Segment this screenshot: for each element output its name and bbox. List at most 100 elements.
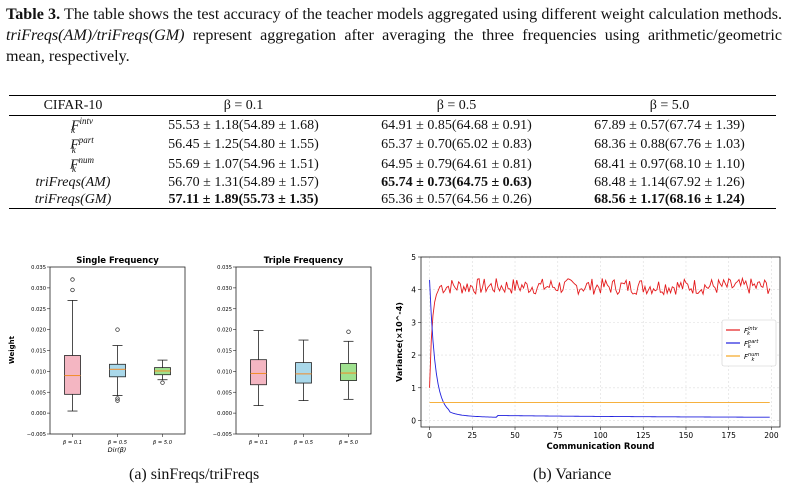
table-row: triFreqs(GM) 57.11 ± 1.89(55.73 ± 1.35) 65… (9, 191, 776, 210)
x-tick-label: 100 (593, 431, 608, 440)
accuracy-cell: 68.36 ± 0.88(67.76 ± 1.03) (594, 137, 745, 153)
boxplot-panel: Single Frequency −0.005 0.000 0.005 0.010 0.0… (27, 256, 186, 446)
accuracy-cell: 67.89 ± 0.57(67.74 ± 1.39) (594, 117, 745, 133)
x-tick-label: β = 0.5 (294, 440, 314, 446)
box (64, 355, 81, 395)
y-tick-label: −0.005 (27, 432, 46, 438)
outlier-point (115, 327, 120, 332)
x-tick-label: 25 (468, 431, 478, 440)
caption-text-1: The table shows the test accuracy of the… (64, 6, 782, 23)
y-tick-label: 0.005 (31, 390, 46, 396)
y-tick-label: 0.030 (31, 286, 46, 292)
accuracy-cell: 55.69 ± 1.07(54.96 ± 1.51) (168, 156, 319, 172)
y-tick-label: 0.035 (217, 265, 232, 271)
legend-label: Fpart k (744, 339, 759, 350)
accuracy-cell: 65.37 ± 0.70(65.02 ± 0.83) (381, 137, 532, 153)
legend-box (721, 319, 777, 367)
table-caption: Table 3. The table shows the test accura… (6, 4, 782, 67)
y-tick-label: 0.025 (217, 307, 232, 313)
y-tick-label: 3 (411, 318, 416, 327)
accuracy-cell: 65.36 ± 0.57(64.56 ± 0.26) (350, 191, 563, 210)
y-tick-label: −0.005 (213, 432, 232, 438)
header-beta-5-0: β = 5.0 (563, 95, 776, 116)
x-tick-label: β = 0.1 (63, 440, 82, 446)
panel-title: Triple Frequency (264, 256, 344, 266)
method-name: Fintvk (70, 116, 94, 136)
table-row: Fintvk 55.53 ± 1.18(54.89 ± 1.68) 64.91 ± … (9, 116, 776, 136)
legend-label: Fintv k (744, 326, 759, 337)
table-header-row: CIFAR-10 β = 0.1 β = 0.5 β = 5.0 (9, 95, 776, 116)
accuracy-cell: 68.48 ± 1.14(67.92 ± 1.26) (594, 174, 745, 190)
x-tick-label: 50 (510, 431, 520, 440)
y-tick-label: 0.025 (31, 307, 46, 313)
y-tick-label: 1 (411, 384, 416, 393)
y-tick-label: 0.000 (217, 411, 232, 417)
y-tick-label: 0.020 (31, 328, 46, 334)
accuracy-cell: 68.41 ± 0.97(68.10 ± 1.10) (594, 156, 745, 172)
table-row: Fpartk 56.45 ± 1.25(54.80 ± 1.55) 65.37 ± … (9, 135, 776, 154)
accuracy-cell: 55.53 ± 1.18(54.89 ± 1.68) (168, 117, 319, 133)
table-row: triFreqs(AM) 56.70 ± 1.31(54.89 ± 1.57) 65… (9, 174, 776, 191)
y-tick-label: 5 (411, 253, 416, 262)
outlier-point (70, 287, 75, 293)
x-tick-label: β = 5.0 (339, 440, 359, 446)
x-tick-label: 75 (553, 431, 563, 440)
outlier-point (70, 277, 75, 282)
y-tick-label: 0 (411, 416, 416, 425)
caption-label: Table 3. (6, 6, 61, 23)
x-tick-label: 150 (679, 431, 694, 440)
accuracy-cell: 56.70 ± 1.31(54.89 ± 1.57) (168, 174, 319, 190)
header-dataset: CIFAR-10 (9, 95, 137, 116)
figure-a-boxplots: Single Frequency −0.005 0.000 0.005 0.010 0.0… (8, 256, 372, 454)
x-axis-label: Dir(β) (108, 446, 127, 454)
outlier-point (346, 329, 351, 334)
y-tick-label: 0.035 (31, 265, 46, 271)
x-tick-label: β = 0.1 (249, 440, 268, 446)
x-tick-label: 175 (722, 431, 737, 440)
figure-b-variance-chart: 0 25 50 75 100 125 150 175 200 0 1 2 3 4 5 Fintv k Fpart k… (395, 253, 781, 452)
y-axis-label: Weight (8, 335, 16, 364)
boxplot-panel: Triple Frequency −0.005 0.000 0.005 0.010 0.0… (213, 256, 372, 446)
y-tick-label: 2 (411, 351, 416, 360)
accuracy-cell: 64.95 ± 0.79(64.61 ± 0.81) (381, 156, 532, 172)
table-row: Fnumk 55.69 ± 1.07(54.96 ± 1.51) 64.95 ± 0… (9, 155, 776, 174)
y-axis-label: Variance(×10^-4) (395, 302, 404, 382)
y-tick-label: 0.020 (217, 328, 232, 334)
legend-label: Fnum k (744, 352, 759, 363)
y-tick-label: 0.030 (217, 286, 232, 292)
figure-b-sublabel: (b) Variance (533, 466, 612, 483)
box (295, 362, 312, 384)
caption-text-2: represent aggregation after averaging th… (6, 27, 782, 65)
method-name: Fnumk (69, 154, 95, 175)
x-tick-label: β = 0.5 (108, 440, 128, 446)
series-line (429, 279, 770, 418)
plot-frame (420, 256, 781, 428)
box (250, 359, 267, 386)
panel-title: Single Frequency (76, 256, 159, 266)
method-name: Fpartk (70, 135, 94, 155)
box (109, 363, 126, 378)
accuracy-cell: 68.56 ± 1.17(68.16 ± 1.24) (563, 191, 776, 210)
x-tick-label: 200 (764, 431, 779, 440)
accuracy-cell: 64.91 ± 0.85(64.68 ± 0.91) (381, 117, 532, 133)
header-beta-0-5: β = 0.5 (350, 95, 563, 116)
y-tick-label: 0.010 (217, 369, 232, 375)
outlier-point (160, 380, 165, 385)
y-tick-label: 0.015 (31, 349, 46, 355)
y-tick-label: 0.005 (217, 390, 232, 396)
y-tick-label: 0.000 (31, 411, 46, 417)
box (340, 363, 357, 381)
y-tick-label: 4 (411, 286, 416, 295)
accuracy-cell: 65.74 ± 0.73(64.75 ± 0.63) (381, 174, 532, 190)
x-axis-label: Communication Round (547, 442, 655, 452)
outlier-point (115, 398, 120, 403)
series-line (429, 276, 771, 388)
x-tick-label: β = 5.0 (153, 440, 173, 446)
y-tick-label: 0.015 (217, 349, 232, 355)
accuracy-cell: 57.11 ± 1.89(55.73 ± 1.35) (137, 191, 350, 210)
caption-italic: triFreqs(AM)/triFreqs(GM) (6, 27, 185, 44)
x-tick-label: 125 (636, 431, 651, 440)
method-name: triFreqs(GM) (9, 191, 137, 210)
results-table: CIFAR-10 β = 0.1 β = 0.5 β = 5.0 Fintvk 5… (9, 95, 776, 210)
figure-a-sublabel: (a) sinFreqs/triFreqs (129, 466, 260, 483)
